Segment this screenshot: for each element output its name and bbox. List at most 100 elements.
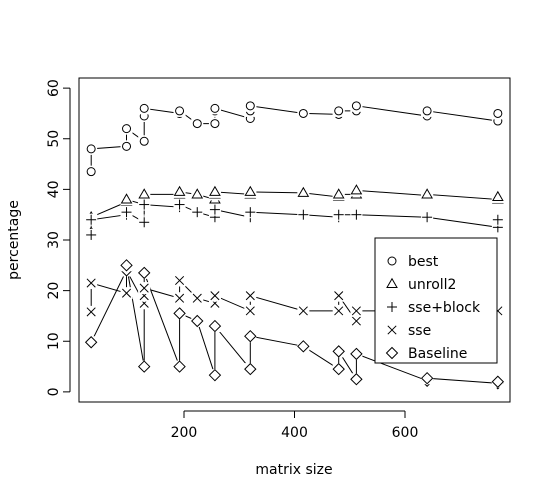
legend-marker-diamond bbox=[385, 346, 399, 360]
point-gap bbox=[120, 122, 133, 135]
data-point-circle bbox=[139, 136, 149, 146]
data-point-diamond bbox=[137, 360, 151, 373]
data-point-diamond bbox=[332, 362, 345, 376]
data-point-triangle bbox=[209, 185, 221, 196]
point-gap bbox=[350, 373, 363, 386]
legend-label: unroll2 bbox=[408, 277, 456, 293]
data-point-diamond bbox=[120, 259, 133, 272]
y-tick-label: 20 bbox=[46, 282, 62, 300]
data-point-diamond bbox=[208, 368, 222, 382]
data-point-cross bbox=[86, 278, 96, 288]
data-point-plus bbox=[492, 214, 503, 225]
point-gap bbox=[244, 99, 257, 112]
y-tick-label: 40 bbox=[46, 180, 62, 198]
point-gap bbox=[85, 336, 98, 349]
point-gap bbox=[208, 369, 221, 382]
point-gap bbox=[138, 360, 151, 373]
data-point-triangle bbox=[191, 188, 204, 199]
data-point-triangle bbox=[120, 193, 133, 204]
data-point-diamond bbox=[244, 329, 257, 343]
point-gap bbox=[332, 363, 345, 376]
point-gap bbox=[491, 375, 504, 388]
data-point-plus bbox=[209, 204, 220, 215]
data-point-triangle bbox=[350, 184, 363, 195]
data-point-circle bbox=[175, 106, 185, 116]
data-point-cross bbox=[121, 288, 132, 298]
data-point-circle bbox=[86, 167, 96, 177]
data-point-triangle bbox=[421, 188, 433, 199]
point-gap bbox=[244, 363, 257, 376]
data-point-diamond bbox=[332, 345, 345, 358]
point-gap bbox=[173, 307, 186, 320]
legend: best unroll2 sse+block sse Baseline bbox=[374, 237, 498, 364]
x-tick-label: 400 bbox=[281, 425, 308, 441]
data-point-circle bbox=[245, 101, 255, 111]
data-point-cross bbox=[245, 306, 255, 316]
point-gap bbox=[332, 345, 345, 358]
data-point-cross bbox=[351, 306, 361, 316]
series-line-plus bbox=[90, 203, 499, 235]
point-gap bbox=[244, 330, 257, 343]
data-point-plus bbox=[351, 209, 362, 220]
point-gap bbox=[173, 360, 186, 373]
point-gap bbox=[120, 193, 133, 206]
data-point-plus bbox=[245, 207, 256, 218]
data-point-circle bbox=[298, 108, 308, 118]
data-point-plus bbox=[86, 229, 97, 240]
data-point-triangle bbox=[491, 190, 504, 201]
legend-label: sse bbox=[408, 323, 431, 339]
data-point-plus bbox=[298, 209, 309, 220]
x-axis-label: matrix size bbox=[255, 462, 332, 478]
legend-marker-plus bbox=[387, 302, 397, 312]
data-point-diamond bbox=[173, 307, 186, 320]
data-point-diamond bbox=[350, 373, 363, 386]
data-point-diamond bbox=[491, 375, 505, 388]
data-point-diamond bbox=[84, 336, 98, 349]
legend-label: sse+block bbox=[408, 300, 481, 316]
data-point-plus bbox=[174, 199, 185, 210]
data-point-diamond bbox=[350, 347, 363, 361]
data-point-circle bbox=[122, 141, 132, 151]
point-gap bbox=[244, 112, 257, 125]
legend-label: Baseline bbox=[408, 346, 467, 362]
data-point-cross bbox=[175, 293, 185, 303]
x-tick-label: 600 bbox=[392, 425, 419, 441]
data-point-triangle bbox=[297, 186, 310, 197]
point-gap bbox=[138, 266, 151, 279]
data-point-cross bbox=[192, 293, 202, 303]
data-point-cross bbox=[86, 307, 96, 317]
y-tick-label: 10 bbox=[46, 332, 62, 350]
plot-frame bbox=[78, 77, 511, 403]
data-point-diamond bbox=[244, 362, 257, 376]
data-point-plus bbox=[139, 199, 150, 210]
series-line-triangle bbox=[90, 189, 499, 233]
data-point-diamond bbox=[208, 319, 222, 333]
point-gap bbox=[120, 140, 133, 153]
point-gap bbox=[208, 320, 221, 333]
data-point-plus bbox=[192, 207, 203, 218]
data-point-cross bbox=[298, 306, 308, 316]
data-point-circle bbox=[210, 103, 220, 113]
y-axis-label: percentage bbox=[6, 200, 22, 280]
data-point-circle bbox=[122, 124, 132, 134]
data-point-diamond bbox=[420, 371, 434, 385]
data-point-circle bbox=[334, 106, 344, 116]
series-points bbox=[84, 99, 505, 390]
data-point-diamond bbox=[137, 266, 151, 280]
data-point-circle bbox=[210, 119, 220, 129]
x-tick-label: 200 bbox=[171, 425, 198, 441]
point-gap bbox=[297, 340, 310, 353]
data-point-plus bbox=[333, 209, 344, 220]
legend-marker-triangle bbox=[386, 277, 398, 288]
data-point-diamond bbox=[297, 340, 310, 353]
legend-label: best bbox=[408, 254, 439, 270]
data-point-plus bbox=[121, 207, 132, 218]
point-gap bbox=[120, 259, 133, 272]
y-tick-label: 60 bbox=[46, 79, 62, 97]
y-tick-label: 50 bbox=[46, 130, 62, 148]
data-point-cross bbox=[210, 291, 220, 301]
data-point-triangle bbox=[244, 185, 257, 196]
data-point-diamond bbox=[173, 360, 186, 373]
data-point-circle bbox=[493, 108, 503, 118]
